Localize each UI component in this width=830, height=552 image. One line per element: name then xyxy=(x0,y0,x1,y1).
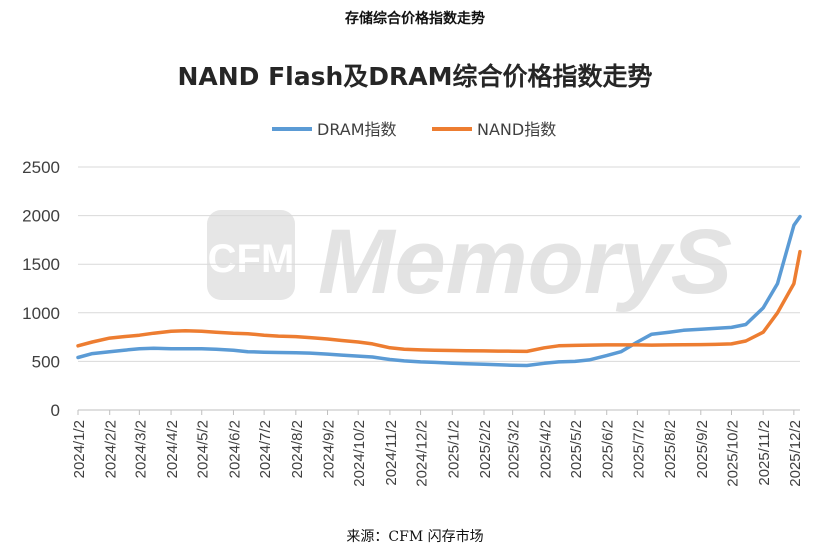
y-tick-label: 500 xyxy=(32,352,60,371)
x-tick-label: 2024/7/2 xyxy=(257,420,274,478)
x-tick-label: 2025/5/2 xyxy=(568,420,585,478)
x-tick-label: 2024/4/2 xyxy=(164,420,181,478)
watermark-logo-text: CFM xyxy=(208,237,295,281)
x-tick-label: 2025/7/2 xyxy=(630,420,647,478)
x-tick-label: 2024/10/2 xyxy=(351,420,368,487)
watermark: CFM MemoryS xyxy=(207,210,732,313)
legend-label-dram: DRAM指数 xyxy=(317,120,397,139)
y-tick-label: 0 xyxy=(51,401,60,420)
y-tick-label: 1500 xyxy=(22,255,60,274)
y-tick-label: 2500 xyxy=(22,158,60,177)
x-tick-label: 2025/6/2 xyxy=(600,420,617,478)
x-tick-label: 2024/5/2 xyxy=(195,420,212,478)
chart-title: NAND Flash及DRAM综合价格指数走势 xyxy=(177,62,652,91)
x-tick-label: 2025/1/2 xyxy=(445,420,462,478)
x-tick-label: 2024/6/2 xyxy=(226,420,243,478)
x-tick-label: 2024/3/2 xyxy=(132,420,149,478)
x-tick-label: 2025/8/2 xyxy=(662,420,679,478)
x-tick-label: 2025/2/2 xyxy=(477,420,494,478)
x-tick-label: 2024/8/2 xyxy=(289,420,306,478)
x-tick-label: 2024/12/2 xyxy=(414,420,431,487)
x-tick-label: 2025/10/2 xyxy=(724,420,741,487)
legend-label-nand: NAND指数 xyxy=(477,120,556,139)
x-tick-label: 2025/11/2 xyxy=(756,420,773,486)
x-tick-label: 2025/9/2 xyxy=(694,420,711,478)
legend: DRAM指数 NAND指数 xyxy=(272,120,556,139)
x-tick-label: 2025/4/2 xyxy=(537,420,554,478)
y-tick-label: 2000 xyxy=(22,207,60,226)
y-axis: 0 500 1000 1500 2000 2500 xyxy=(22,158,60,420)
x-tick-label: 2024/9/2 xyxy=(321,420,338,478)
y-tick-label: 1000 xyxy=(22,304,60,323)
watermark-logo-box xyxy=(207,210,295,300)
gridlines xyxy=(78,166,800,411)
x-axis: 2024/1/2 2024/2/2 2024/3/2 2024/4/2 2024/5/2… xyxy=(71,410,804,487)
watermark-text: MemoryS xyxy=(318,211,732,313)
nand-line xyxy=(76,249,802,354)
x-tick-label: 2024/1/2 xyxy=(71,420,88,478)
dram-line xyxy=(76,214,802,368)
figure-caption-top: 存储综合价格指数走势 xyxy=(345,11,485,27)
x-tick-label: 2024/2/2 xyxy=(103,420,120,478)
figure-caption-source: 来源：CFM 闪存市场 xyxy=(346,529,484,545)
x-tick-label: 2025/3/2 xyxy=(506,420,523,478)
series-lines xyxy=(76,214,802,368)
x-tick-label: 2025/12/2 xyxy=(787,420,804,487)
x-tick-label: 2024/11/2 xyxy=(383,420,400,486)
